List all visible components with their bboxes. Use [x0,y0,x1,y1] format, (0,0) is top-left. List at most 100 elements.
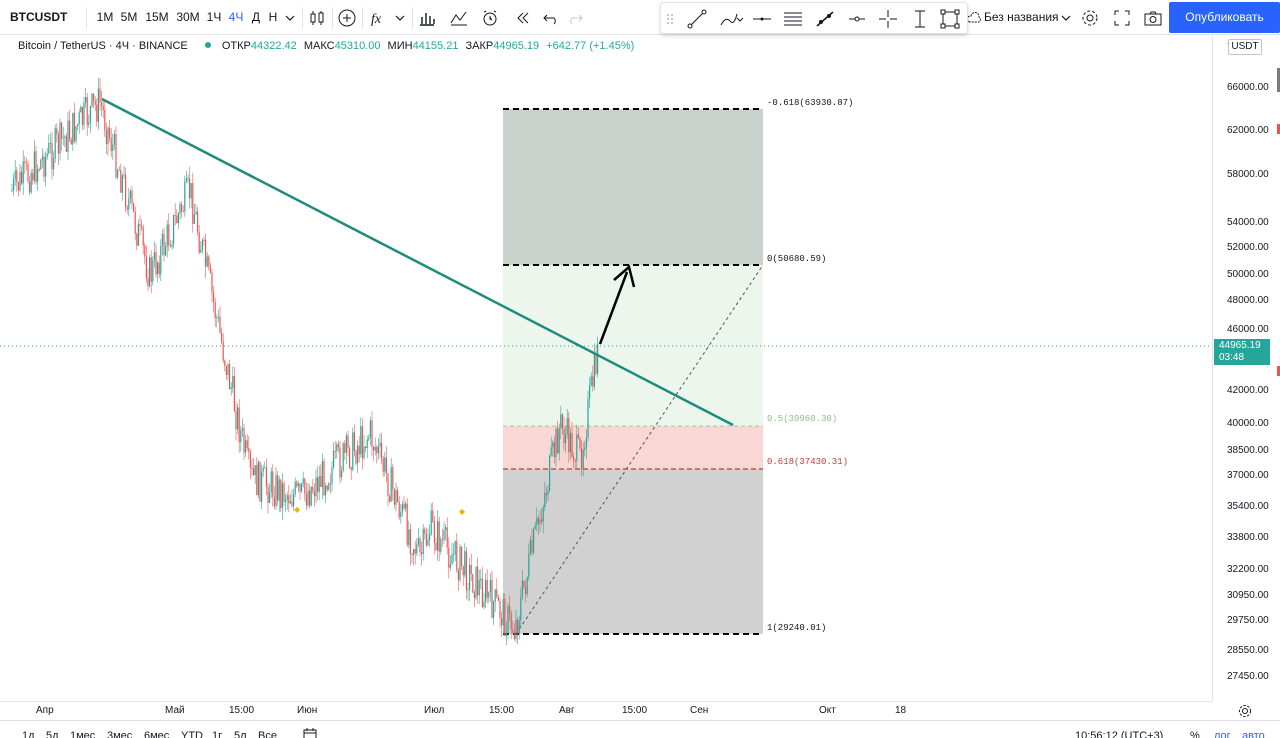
add-indicator-icon[interactable] [336,7,358,29]
candle-body [409,529,411,554]
fib-label-0618: 0.618(37430.31) [767,457,849,467]
candle-body [30,173,32,193]
legend-high-value: 45310.00 [334,40,381,52]
candle-body [579,438,581,449]
brush-icon[interactable] [718,8,740,30]
interval-30m[interactable]: 30М [176,10,200,24]
event-marker-icon[interactable]: ◆ [294,505,301,514]
event-marker-icon[interactable]: ◆ [459,507,466,516]
price-label: 54000.00 [1227,217,1269,228]
drag-handle-icon[interactable] [663,8,677,30]
candle-body [38,169,40,171]
candle-body [587,398,589,439]
symbol-search-button[interactable]: BTCUSDT [10,10,68,24]
horizontal-line-icon[interactable] [751,8,773,30]
interval-day[interactable]: Д [251,10,261,24]
candle-body [339,447,341,478]
candle-body [445,527,447,531]
range-ytd[interactable]: YTD [181,730,203,738]
compare-icon[interactable] [448,7,470,29]
range-1y[interactable]: 1г [212,730,223,738]
text-cursor-icon[interactable] [909,8,931,30]
candle-body [83,102,85,125]
candle-body [461,546,463,566]
range-3m[interactable]: 3мес [107,730,133,738]
candle-body [304,478,306,494]
candle-body [569,432,571,453]
fib-trend-line[interactable] [515,264,764,635]
candle-body [69,120,71,140]
candle-body [448,547,450,568]
time-label: Окт [819,705,836,716]
candle-body [281,483,283,509]
candle-body [345,435,347,453]
price-label: 42000.00 [1227,385,1269,396]
camera-icon[interactable] [1142,7,1164,29]
fullscreen-icon[interactable] [1111,7,1133,29]
chevron-down-icon[interactable] [1059,7,1073,29]
undo-icon[interactable] [540,7,562,29]
candle-body [553,442,555,458]
range-6m[interactable]: 6мес [144,730,170,738]
auto-toggle[interactable]: авто [1242,730,1265,738]
candle-body [73,112,75,142]
interval-1h[interactable]: 1Ч [206,10,222,24]
interval-5m[interactable]: 5М [120,10,138,24]
candles-icon[interactable] [306,7,328,29]
financials-icon[interactable] [416,7,438,29]
candle-body [200,249,202,253]
candle-body [117,170,119,178]
clock-timezone[interactable]: 10:56:12 (UTC+3) [1075,730,1164,738]
ray-icon[interactable] [814,8,836,30]
candle-body [133,202,135,212]
candle-body [371,420,373,448]
chevron-down-icon[interactable] [393,7,407,29]
candle-body [206,256,208,267]
legend-title[interactable]: Bitcoin / TetherUS · 4Ч · BINANCE [18,40,188,52]
range-all[interactable]: Все [258,730,277,738]
interval-week[interactable]: Н [268,10,278,24]
layout-name-button[interactable]: Без названия [984,10,1059,24]
interval-4h[interactable]: 4Ч [228,10,244,24]
candle-body [432,510,434,522]
currency-button[interactable]: USDT [1228,39,1262,55]
candle-body [558,428,560,454]
horizontal-ray-icon[interactable] [846,8,868,30]
interval-1m[interactable]: 1М [96,10,114,24]
time-axis[interactable]: Апр Май 15:00 Июн Июл 15:00 Авг 15:00 Се… [0,701,1212,719]
candle-body [435,542,437,551]
chevron-down-icon[interactable] [735,8,745,30]
publish-button[interactable]: Опубликовать [1169,2,1280,33]
legend-close-value: 44965.19 [493,40,540,52]
alert-icon[interactable] [479,7,501,29]
candle-body [115,134,117,178]
trend-line-icon[interactable] [686,8,708,30]
log-toggle[interactable]: лог [1214,730,1231,738]
parallel-channel-icon[interactable] [782,8,804,30]
candle-body [229,363,231,390]
replay-icon[interactable] [512,7,534,29]
price-scale[interactable]: 7 66000.00 62000.00 58000.00 54000.00 52… [1212,36,1280,701]
candle-body [227,363,229,376]
range-1d[interactable]: 1д [22,730,35,738]
rectangle-icon[interactable] [939,8,961,30]
indicators-fx-icon[interactable]: fx [368,7,390,29]
settings-gear-icon[interactable] [1079,7,1101,29]
chevron-down-icon[interactable] [283,7,297,29]
candle-body [368,437,370,440]
percent-toggle[interactable]: % [1190,730,1200,738]
candle-body [544,492,546,508]
target-arrow[interactable] [598,264,636,345]
cross-line-icon[interactable] [877,8,899,30]
calendar-icon[interactable] [303,727,317,738]
candle-body [315,477,317,497]
redo-icon[interactable] [564,7,586,29]
range-5y[interactable]: 5л [234,730,247,738]
settings-gear-icon[interactable] [1237,703,1253,719]
range-5d[interactable]: 5д [46,730,59,738]
price-chart[interactable]: ◆ ◆ [0,36,1212,701]
candle-body [302,478,304,484]
descending-trend-line[interactable] [101,97,734,427]
interval-15m[interactable]: 15М [145,10,169,24]
range-1m[interactable]: 1мес [70,730,96,738]
